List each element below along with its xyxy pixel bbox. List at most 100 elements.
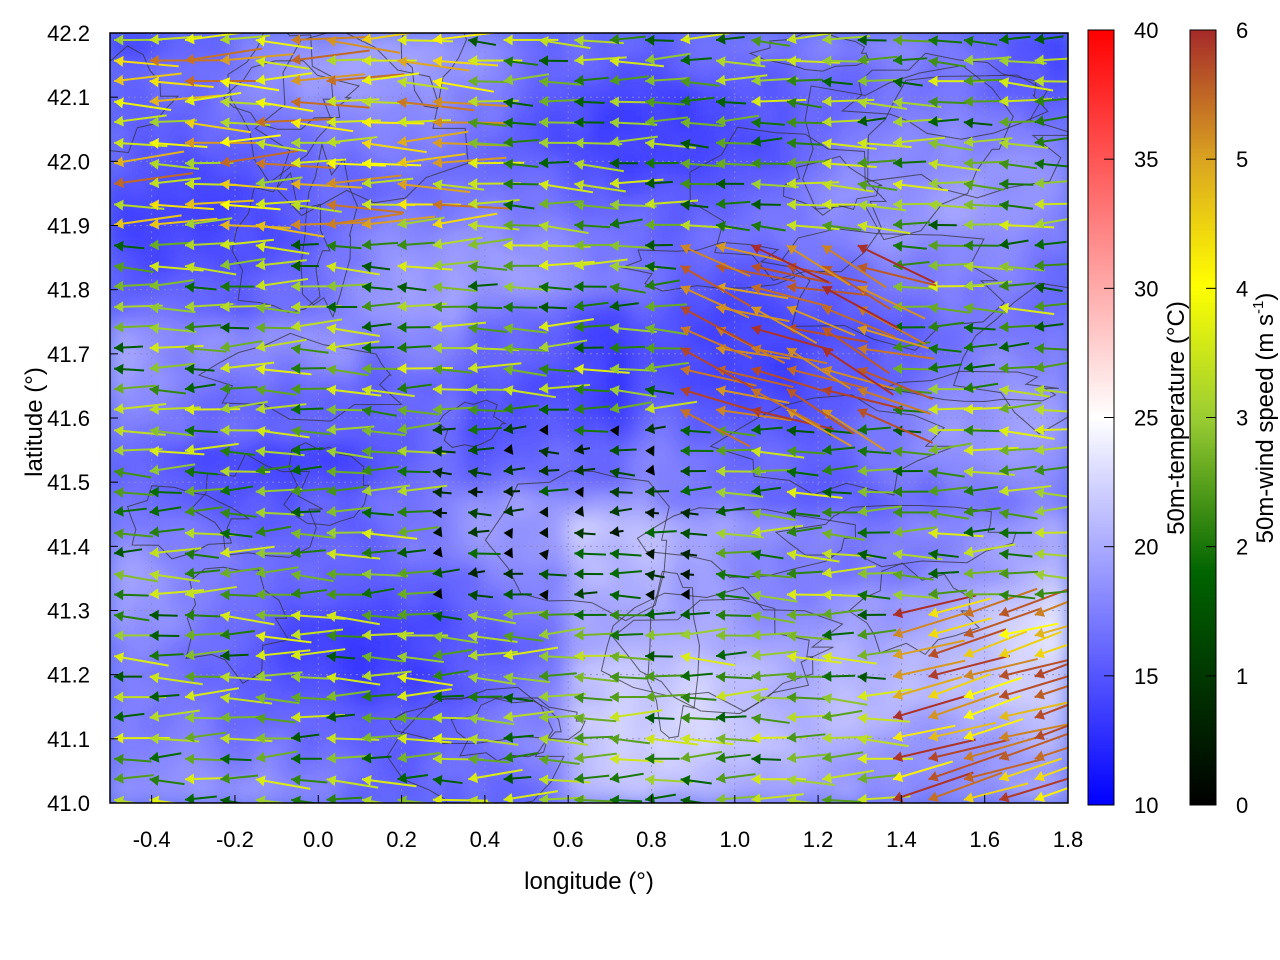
wind-arrow [892, 738, 976, 763]
wind-arrow [680, 528, 708, 540]
wind-arrow [963, 695, 1022, 720]
wind-arrow [892, 97, 942, 109]
wind-arrow [291, 157, 347, 169]
wind-arrow [857, 649, 901, 661]
wind-arrow [645, 96, 686, 108]
wind-arrow [574, 300, 609, 312]
wind-arrow [397, 588, 440, 600]
wind-arrow [928, 654, 1010, 680]
wind-arrow [149, 588, 204, 600]
contour-line [612, 598, 814, 715]
wind-arrow [114, 467, 152, 479]
wind-arrow [999, 178, 1034, 190]
wind-arrow [645, 486, 670, 498]
wind-arrow [751, 365, 831, 394]
wind-arrow [715, 198, 751, 210]
wind-arrow [255, 670, 303, 682]
wind-arrow [184, 91, 242, 106]
wind-arrow [149, 76, 214, 88]
wind-arrow [503, 505, 524, 517]
wind-arrow [892, 724, 956, 742]
wind-arrow [503, 364, 547, 377]
terrain-contours [110, 33, 1068, 803]
wind-arrow [609, 709, 663, 722]
wind-arrow [786, 549, 840, 563]
y-tick-label: 41.6 [47, 406, 90, 431]
wind-arrow [397, 733, 452, 745]
wind-arrow [468, 567, 486, 578]
wind-arrow [645, 34, 674, 46]
wind-arrow [114, 753, 152, 765]
wind-arrow [786, 116, 825, 128]
wind-arrow [291, 260, 319, 272]
wind-arrow [857, 157, 897, 169]
wind-arrow [609, 385, 657, 398]
wind-arrow [432, 281, 478, 293]
wind-arrow [220, 280, 255, 292]
wind-arrow [574, 258, 628, 271]
wind-arrow [291, 318, 343, 332]
wind-arrow [822, 220, 862, 232]
wind-arrow [114, 671, 143, 683]
wind-arrow [963, 382, 999, 394]
wind-arrow [1034, 724, 1068, 741]
wind-arrow [326, 651, 356, 663]
wind-arrow [149, 342, 204, 354]
wind-arrow [361, 320, 392, 332]
wind-arrow [503, 158, 539, 170]
wind-arrow [114, 795, 141, 803]
wind-arrow [893, 465, 923, 477]
wind-arrow [397, 526, 440, 538]
wind-arrow [963, 361, 995, 373]
wind-arrow [645, 608, 676, 620]
colorbar-tick-label: 2 [1236, 535, 1248, 560]
wind-arrow [786, 526, 823, 537]
wind-arrow [822, 76, 853, 88]
wind-arrow [821, 408, 886, 452]
wind-arrow [999, 261, 1045, 273]
wind-arrow [291, 570, 334, 583]
wind-arrow [503, 97, 534, 109]
wind-arrow [361, 732, 407, 744]
wind-arrow [680, 775, 712, 786]
wind-arrow [680, 608, 710, 620]
wind-arrow [397, 672, 453, 687]
wind-arrow [680, 347, 754, 389]
wind-arrow [255, 464, 292, 476]
wind-arrow [963, 567, 1008, 579]
wind-arrow [786, 609, 829, 621]
wind-arrow [999, 159, 1038, 170]
wind-arrow [220, 753, 252, 765]
wind-arrow [893, 506, 931, 518]
contour-line [840, 52, 1049, 140]
wind-arrow [999, 426, 1055, 440]
wind-arrow [538, 339, 588, 353]
wind-arrow [786, 671, 829, 683]
wind-arrow [680, 670, 713, 682]
wind-arrow [892, 549, 943, 561]
wind-arrow [397, 342, 432, 354]
colorbar-tick-label: 6 [1236, 18, 1248, 43]
wind-arrow [326, 364, 369, 377]
wind-arrow [468, 424, 502, 436]
wind-arrow [361, 177, 414, 189]
wind-arrow [397, 546, 426, 558]
wind-arrow [149, 217, 218, 230]
wind-arrow [326, 261, 380, 276]
wind-arrow [574, 505, 584, 517]
wind-arrow [361, 795, 389, 803]
wind-arrow [822, 506, 859, 518]
wind-arrow [432, 507, 448, 519]
temperature-colorbar-label: 50m-temperature (°C) [1163, 301, 1190, 535]
wind-arrow [821, 305, 896, 338]
wind-arrow [1034, 282, 1063, 294]
wind-arrow [857, 734, 909, 748]
wind-arrow [822, 751, 864, 763]
wind-arrow [857, 97, 908, 110]
wind-arrow [539, 55, 568, 67]
wind-arrow [999, 33, 1031, 45]
wind-arrow [928, 35, 963, 47]
wind-arrow [503, 385, 556, 399]
wind-arrow [538, 754, 580, 766]
wind-arrow [326, 672, 381, 686]
